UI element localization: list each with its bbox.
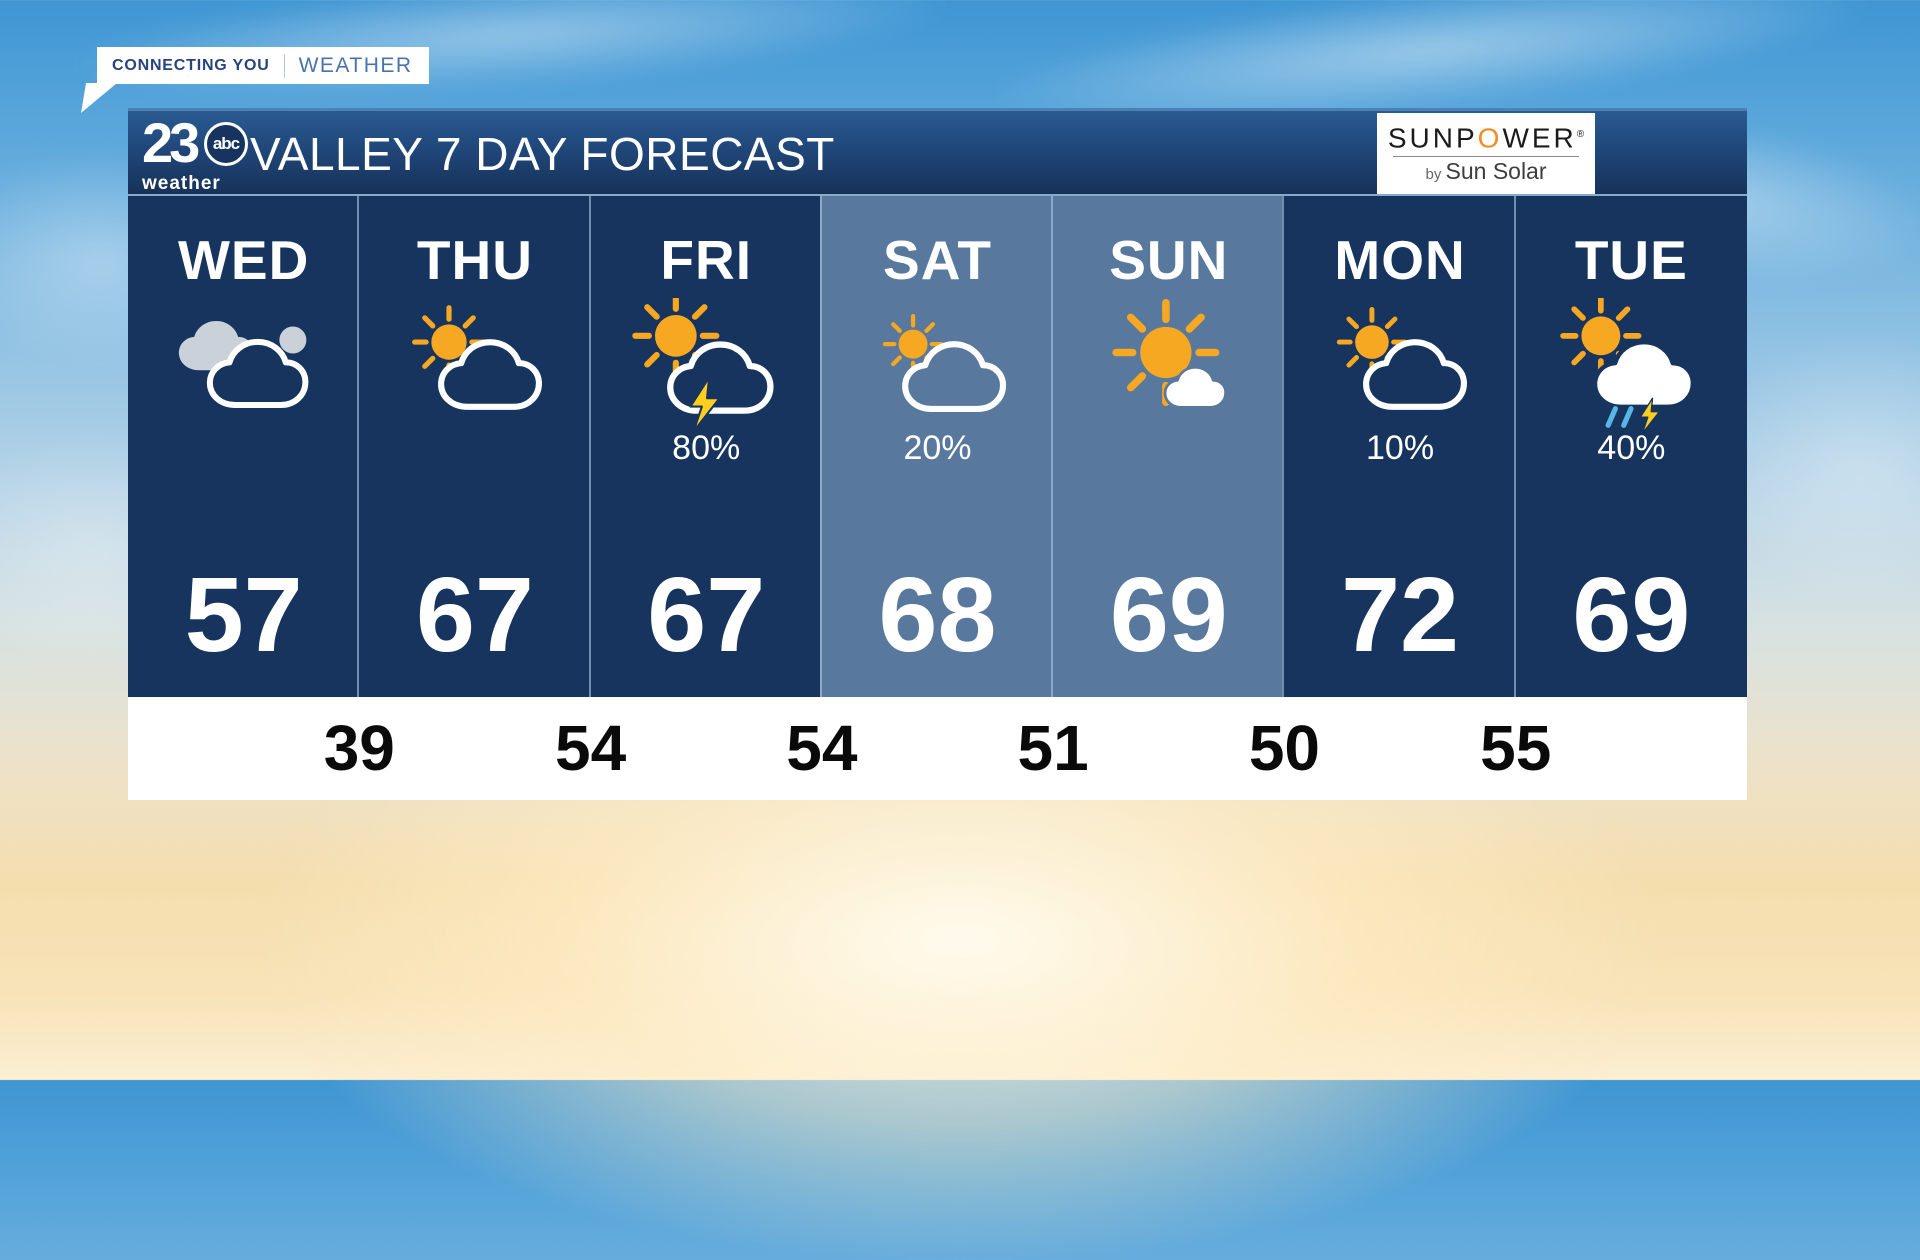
- day-column-sat: SAT 20% 68: [819, 196, 1054, 697]
- day-label: TUE: [1574, 229, 1688, 291]
- panel-header: 23 abc weather VALLEY 7 DAY FORECAST SUN…: [128, 108, 1747, 196]
- day-label: SUN: [1109, 229, 1229, 291]
- precip-chance: 10%: [1366, 429, 1435, 467]
- day-column-fri: FRI 80% 67: [588, 196, 822, 697]
- sponsor-divider: [1393, 156, 1579, 158]
- sponsor-byline: by Sun Solar: [1425, 158, 1547, 185]
- high-temp: 69: [1572, 556, 1691, 674]
- mostly-sunny-icon: [1091, 298, 1227, 409]
- badge-connecting-you-label: CONNECTING YOU: [112, 56, 270, 74]
- logo-weather-label: weather: [142, 173, 221, 194]
- low-temp: 51: [1017, 712, 1089, 784]
- day-columns: WED 57 THU 67 FRI: [128, 196, 1747, 697]
- sponsor-logo: SUNPOWER® by Sun Solar: [1377, 113, 1595, 194]
- cloudy-icon: [178, 320, 322, 434]
- day-column-tue: TUE 40% 69: [1513, 196, 1747, 697]
- high-temp: 69: [1109, 556, 1228, 674]
- badge-weather-label: WEATHER: [298, 53, 413, 77]
- high-temp: 57: [184, 556, 303, 674]
- station-logo: 23 abc weather: [142, 115, 262, 195]
- low-temp: 54: [786, 712, 858, 784]
- day-column-sun: SUN 69: [1051, 196, 1285, 697]
- sun-thunderstorm-icon: [628, 298, 784, 433]
- day-label: SAT: [883, 229, 992, 291]
- badge-divider: [283, 53, 285, 78]
- low-temp: 39: [323, 712, 395, 784]
- high-temp: 67: [415, 556, 534, 674]
- low-temp: 50: [1248, 712, 1321, 784]
- lows-bar: 39 54 54 51 50 55: [128, 697, 1747, 800]
- high-temp: 68: [878, 556, 997, 674]
- forecast-panel: 23 abc weather VALLEY 7 DAY FORECAST SUN…: [128, 108, 1747, 800]
- sun-rain-thunder-icon: [1553, 298, 1709, 434]
- high-temp: 67: [647, 556, 766, 674]
- day-label: WED: [177, 229, 310, 291]
- abc-network-icon: abc: [204, 122, 248, 166]
- low-temp: 55: [1480, 712, 1552, 784]
- precip-chance: 20%: [903, 429, 972, 467]
- day-column-thu: THU 67: [357, 196, 591, 697]
- sunpower-o-icon: O: [1477, 122, 1503, 154]
- partly-sunny-icon: [859, 298, 1015, 434]
- partly-sunny-icon: [397, 298, 553, 434]
- day-column-mon: MON 10% 72: [1282, 196, 1516, 697]
- day-label: THU: [416, 229, 533, 291]
- station-badge: CONNECTING YOU WEATHER: [81, 47, 429, 113]
- day-label: MON: [1334, 229, 1466, 291]
- precip-chance: 40%: [1597, 429, 1666, 467]
- logo-number: 23: [142, 111, 200, 174]
- high-temp: 72: [1341, 556, 1459, 674]
- day-label: FRI: [660, 229, 752, 291]
- day-column-wed: WED 57: [128, 196, 360, 697]
- badge-tail: [81, 83, 117, 113]
- precip-chance: 80%: [672, 429, 741, 467]
- sponsor-name: SUNPOWER®: [1387, 122, 1585, 154]
- partly-sunny-icon: [1322, 298, 1478, 434]
- panel-title: VALLEY 7 DAY FORECAST: [250, 128, 835, 180]
- low-temp: 54: [554, 712, 627, 784]
